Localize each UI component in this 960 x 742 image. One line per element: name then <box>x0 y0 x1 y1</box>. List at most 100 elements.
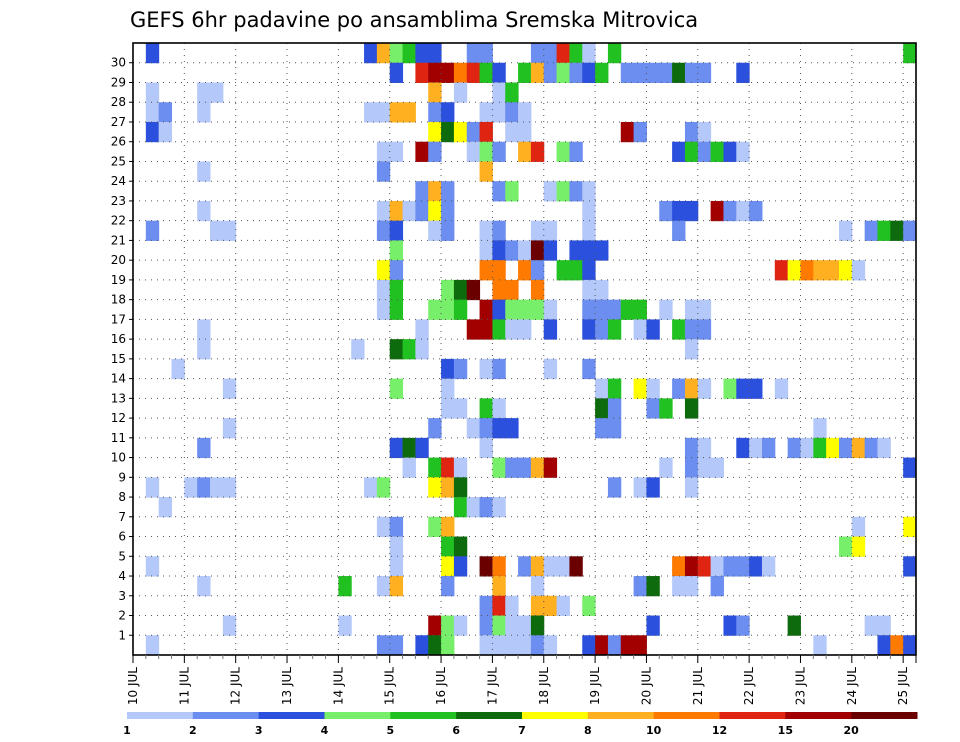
heatmap-cell <box>492 635 506 656</box>
heatmap-cell <box>428 299 442 320</box>
heatmap-cell <box>530 240 545 261</box>
heatmap-cell <box>684 200 699 222</box>
heatmap-cell <box>672 576 686 597</box>
heatmap-cell <box>376 43 391 64</box>
heatmap-cell <box>569 240 583 261</box>
heatmap-cell <box>646 398 660 419</box>
heatmap-cell <box>364 102 378 123</box>
legend-label: 6 <box>452 724 460 737</box>
heatmap-cell <box>787 437 801 459</box>
heatmap-cell <box>389 378 404 399</box>
heatmap-cell <box>595 319 609 340</box>
heatmap-cell <box>684 121 699 143</box>
heatmap-cell <box>556 556 570 577</box>
heatmap-cell <box>607 43 622 64</box>
heatmap-cell <box>659 398 673 419</box>
heatmap-cell <box>466 43 481 64</box>
heatmap-cell <box>736 437 750 459</box>
heatmap-cell <box>595 279 609 301</box>
heatmap-cell <box>736 62 750 83</box>
heatmap-cell <box>582 220 596 241</box>
heatmap-cell <box>684 477 699 498</box>
legend-swatch <box>587 712 655 719</box>
heatmap-cell <box>518 319 532 340</box>
heatmap-cell <box>145 220 160 241</box>
y-axis-ticks: 1234567891011121314151617181920212223242… <box>111 56 133 642</box>
heatmap-cell <box>428 477 442 498</box>
chart-title: GEFS 6hr padavine po ansamblima Sremska … <box>130 8 698 32</box>
heatmap-cell <box>428 200 442 222</box>
heatmap-cell <box>543 43 558 64</box>
heatmap-cell <box>659 62 673 83</box>
heatmap-cell <box>492 102 506 123</box>
heatmap-cell <box>633 378 647 399</box>
heatmap-cell <box>518 457 532 478</box>
heatmap-cell <box>838 536 853 557</box>
x-tick-label: 24 JUL <box>845 667 859 705</box>
heatmap-cell <box>864 615 878 636</box>
heatmap-cell <box>659 457 673 478</box>
heatmap-cell <box>595 398 609 419</box>
heatmap-cell <box>684 556 699 577</box>
heatmap-cell <box>376 279 391 301</box>
heatmap-cell <box>710 556 724 577</box>
heatmap-cell <box>389 536 404 557</box>
heatmap-cell <box>389 240 404 261</box>
heatmap-cell <box>210 477 224 498</box>
heatmap-cell <box>453 615 468 636</box>
heatmap-cell <box>492 595 506 617</box>
heatmap-cell <box>389 279 404 301</box>
legend-swatch <box>719 712 786 719</box>
heatmap-cell <box>543 240 558 261</box>
heatmap-cell <box>530 260 545 281</box>
heatmap-cell <box>479 635 493 656</box>
heatmap-cell <box>684 398 699 419</box>
y-tick-label: 30 <box>111 56 126 70</box>
heatmap-cell <box>890 220 904 241</box>
heatmap-cell <box>428 615 442 636</box>
heatmap-cell <box>582 358 596 380</box>
heatmap-cell <box>582 43 596 64</box>
heatmap-cell <box>582 319 596 340</box>
heatmap-cell <box>479 62 493 83</box>
heatmap-cell <box>684 141 699 162</box>
heatmap-cell <box>428 141 442 162</box>
heatmap-cell <box>389 260 404 281</box>
heatmap-cell <box>761 437 776 459</box>
heatmap-cell <box>492 260 506 281</box>
heatmap-cell <box>479 556 493 577</box>
heatmap-cell <box>607 477 622 498</box>
heatmap-cell <box>364 477 378 498</box>
heatmap-cell <box>505 457 519 478</box>
heatmap-cell <box>428 635 442 656</box>
y-tick-label: 7 <box>118 510 126 524</box>
heatmap-cell <box>813 260 827 281</box>
heatmap-cell <box>492 556 506 577</box>
heatmap-cell <box>222 615 237 636</box>
heatmap-cell <box>826 437 840 459</box>
heatmap-cell <box>376 260 391 281</box>
heatmap-cell <box>389 516 404 538</box>
heatmap-cell <box>492 141 506 162</box>
heatmap-cell <box>697 437 712 459</box>
heatmap-cell <box>595 62 609 83</box>
y-tick-label: 10 <box>111 451 126 465</box>
y-tick-label: 25 <box>111 154 126 168</box>
heatmap-cell <box>479 497 493 518</box>
heatmap-cell <box>659 299 673 320</box>
heatmap-cell <box>543 181 558 202</box>
legend-swatch <box>653 712 720 719</box>
heatmap-cell <box>415 43 429 64</box>
heatmap-cell <box>723 556 737 577</box>
heatmap-cell <box>518 635 532 656</box>
heatmap-cell <box>607 398 622 419</box>
heatmap-cell <box>838 437 853 459</box>
heatmap-cell <box>877 437 891 459</box>
heatmap-cell <box>389 200 404 222</box>
heatmap-cell <box>518 102 532 123</box>
heatmap-cell <box>415 62 429 83</box>
x-tick-label: 17 JUL <box>485 667 499 705</box>
heatmap-cell <box>492 358 506 380</box>
heatmap-cell <box>338 615 352 636</box>
legend-swatch <box>324 712 391 719</box>
